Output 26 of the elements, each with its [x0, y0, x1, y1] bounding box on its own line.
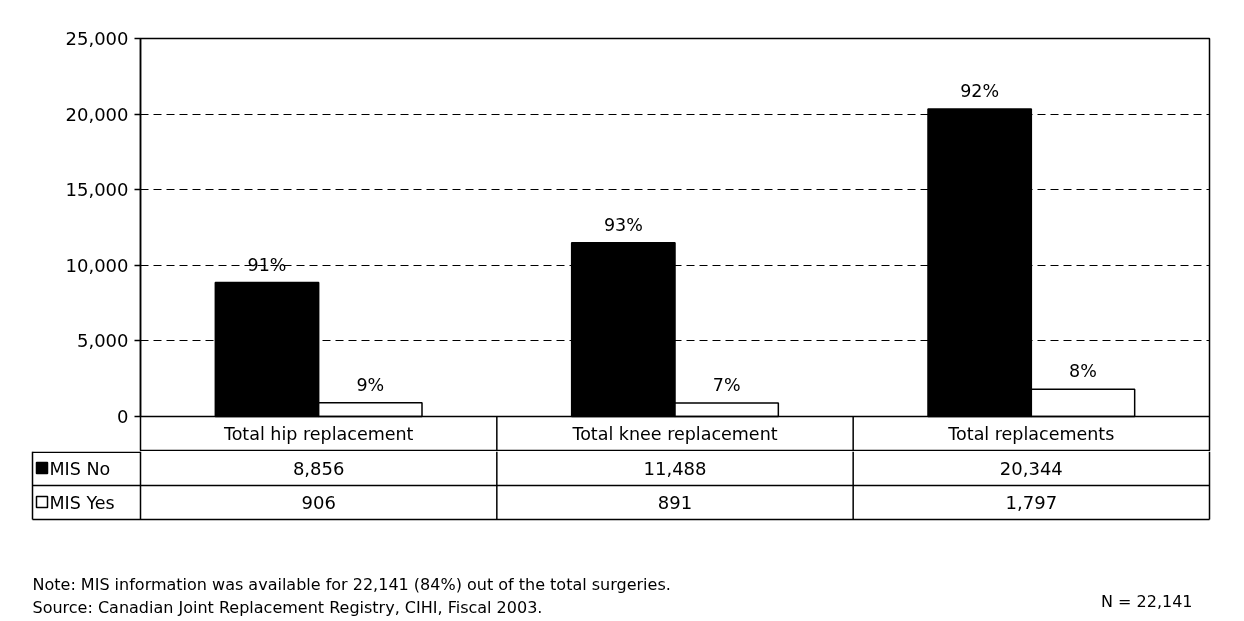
annotation: 7%	[712, 375, 741, 396]
y-tick-label: 10,000	[65, 254, 129, 276]
x-tick-label: Total knee replacement	[571, 424, 778, 444]
legend-label: MIS Yes	[49, 492, 115, 513]
data-label: 1,797	[1005, 492, 1058, 513]
source-note: Source: Canadian Joint Replacement Registry, CIHI, Fiscal 2003.	[32, 598, 543, 617]
data-label: 906	[301, 492, 336, 513]
data-label: 8,856	[292, 458, 345, 479]
data-label: 20,344	[999, 458, 1063, 479]
y-tick-label: 15,000	[65, 179, 129, 201]
y-tick-label: 5,000	[76, 330, 129, 352]
y-tick-label: 0	[117, 406, 129, 427]
annotation: 93%	[603, 214, 643, 235]
data-label: 11,488	[643, 458, 707, 479]
x-tick-label: Total hip replacement	[222, 424, 414, 444]
x-tick-label: Total replacements	[947, 424, 1115, 444]
y-tick-label: 25,000	[65, 28, 129, 49]
text: Note: MIS information was available for 22,141 (84%) out of the total surgeries.	[32, 575, 671, 594]
y-tick-label: 20,000	[65, 103, 129, 125]
annotation: 92%	[960, 80, 1000, 101]
data-label: 891	[657, 492, 693, 513]
annotation: 9%	[356, 374, 385, 395]
text: N = 22,141	[1100, 592, 1193, 611]
annotation: 8%	[1069, 361, 1097, 382]
legend-label: MIS No	[49, 458, 111, 479]
annotation: 91%	[247, 254, 287, 275]
